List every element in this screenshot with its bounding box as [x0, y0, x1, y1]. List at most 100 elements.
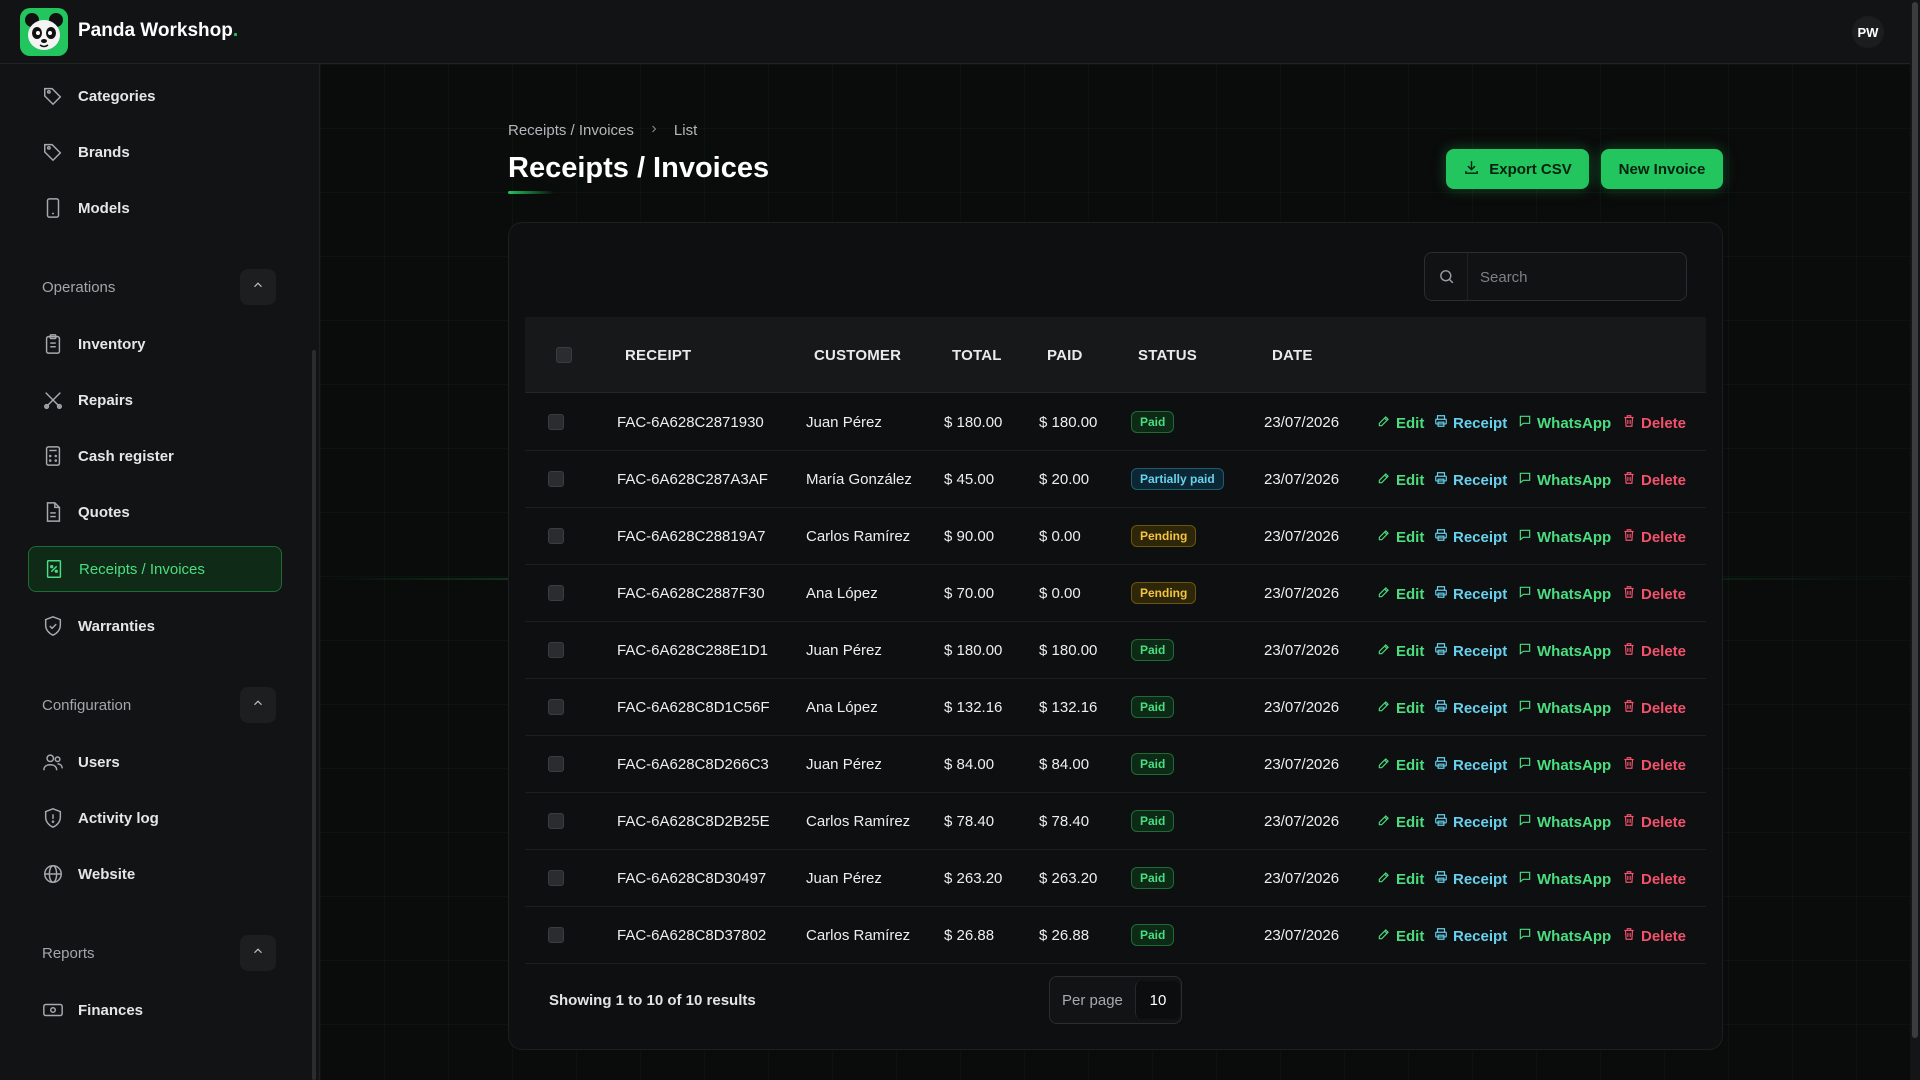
page-scrollbar-thumb[interactable]: [1912, 2, 1918, 1038]
pencil-icon: [1377, 528, 1396, 546]
cell-total: $ 263.20: [944, 870, 1003, 887]
receipt-button[interactable]: Receipt: [1434, 927, 1507, 945]
whatsapp-button[interactable]: WhatsApp: [1518, 870, 1611, 888]
edit-button[interactable]: Edit: [1377, 699, 1424, 717]
collapse-operations-button[interactable]: [240, 269, 276, 305]
row-checkbox[interactable]: [548, 414, 564, 430]
receipt-button[interactable]: Receipt: [1434, 642, 1507, 660]
receipt-label: Receipt: [1453, 642, 1508, 660]
receipt-button[interactable]: Receipt: [1434, 699, 1507, 717]
receipt-label: Receipt: [1453, 756, 1508, 774]
calculator-icon: [42, 445, 64, 467]
delete-button[interactable]: Delete: [1622, 471, 1686, 489]
column-header-date[interactable]: DATE: [1272, 347, 1313, 364]
sidebar-item-models[interactable]: Models: [28, 185, 282, 231]
receipt-icon: [43, 558, 65, 580]
column-header-paid[interactable]: PAID: [1047, 347, 1083, 364]
delete-button[interactable]: Delete: [1622, 414, 1686, 432]
edit-button[interactable]: Edit: [1377, 927, 1424, 945]
select-all-checkbox[interactable]: [556, 347, 572, 363]
edit-button[interactable]: Edit: [1377, 642, 1424, 660]
new-invoice-button[interactable]: New Invoice: [1601, 149, 1723, 189]
message-icon: [1518, 471, 1537, 489]
receipt-button[interactable]: Receipt: [1434, 585, 1507, 603]
edit-button[interactable]: Edit: [1377, 585, 1424, 603]
shield-alert-icon: [42, 807, 64, 829]
avatar[interactable]: PW: [1852, 16, 1884, 48]
panda-logo-icon[interactable]: [20, 8, 68, 56]
receipt-button[interactable]: Receipt: [1434, 756, 1507, 774]
whatsapp-button[interactable]: WhatsApp: [1518, 927, 1611, 945]
row-checkbox[interactable]: [548, 699, 564, 715]
row-checkbox[interactable]: [548, 585, 564, 601]
chevron-up-icon: [251, 278, 265, 297]
sidebar-item-warranties[interactable]: Warranties: [28, 603, 282, 649]
delete-button[interactable]: Delete: [1622, 813, 1686, 831]
sidebar-item-activity-log[interactable]: Activity log: [28, 795, 282, 841]
sidebar-item-receipts-invoices[interactable]: Receipts / Invoices: [28, 546, 282, 592]
whatsapp-button[interactable]: WhatsApp: [1518, 471, 1611, 489]
sidebar-item-repairs[interactable]: Repairs: [28, 377, 282, 423]
row-checkbox[interactable]: [548, 642, 564, 658]
search-input[interactable]: [1468, 253, 1696, 302]
row-checkbox[interactable]: [548, 471, 564, 487]
whatsapp-button[interactable]: WhatsApp: [1518, 642, 1611, 660]
new-invoice-label: New Invoice: [1618, 160, 1706, 178]
edit-button[interactable]: Edit: [1377, 813, 1424, 831]
receipt-button[interactable]: Receipt: [1434, 870, 1507, 888]
whatsapp-button[interactable]: WhatsApp: [1518, 414, 1611, 432]
collapse-configuration-button[interactable]: [240, 687, 276, 723]
sidebar-item-quotes[interactable]: Quotes: [28, 489, 282, 535]
edit-button[interactable]: Edit: [1377, 870, 1424, 888]
column-header-total[interactable]: TOTAL: [952, 347, 1002, 364]
whatsapp-button[interactable]: WhatsApp: [1518, 699, 1611, 717]
download-icon: [1463, 159, 1489, 180]
sidebar-item-cash-register[interactable]: Cash register: [28, 433, 282, 479]
delete-button[interactable]: Delete: [1622, 585, 1686, 603]
per-page-value[interactable]: 10: [1135, 981, 1180, 1019]
delete-button[interactable]: Delete: [1622, 528, 1686, 546]
row-checkbox[interactable]: [548, 528, 564, 544]
edit-button[interactable]: Edit: [1377, 471, 1424, 489]
sidebar-scrollbar[interactable]: [312, 350, 316, 1080]
delete-button[interactable]: Delete: [1622, 699, 1686, 717]
column-header-status[interactable]: STATUS: [1138, 347, 1197, 364]
column-header-receipt[interactable]: RECEIPT: [625, 347, 692, 364]
whatsapp-button[interactable]: WhatsApp: [1518, 528, 1611, 546]
delete-button[interactable]: Delete: [1622, 870, 1686, 888]
sidebar-item-brands[interactable]: Brands: [28, 129, 282, 175]
receipt-button[interactable]: Receipt: [1434, 414, 1507, 432]
delete-button[interactable]: Delete: [1622, 756, 1686, 774]
brand-name[interactable]: Panda Workshop.: [78, 20, 238, 42]
edit-button[interactable]: Edit: [1377, 414, 1424, 432]
row-checkbox[interactable]: [548, 927, 564, 943]
sidebar-item-inventory[interactable]: Inventory: [28, 321, 282, 367]
sidebar-item-categories[interactable]: Categories: [28, 73, 282, 119]
collapse-reports-button[interactable]: [240, 935, 276, 971]
tag-icon: [42, 85, 64, 107]
receipt-button[interactable]: Receipt: [1434, 528, 1507, 546]
chevron-up-icon: [251, 696, 265, 715]
receipt-button[interactable]: Receipt: [1434, 813, 1507, 831]
top-bar: Panda Workshop. PW: [0, 0, 1920, 64]
edit-button[interactable]: Edit: [1377, 756, 1424, 774]
per-page-select[interactable]: Per page 10: [1049, 976, 1182, 1024]
row-checkbox[interactable]: [548, 813, 564, 829]
whatsapp-button[interactable]: WhatsApp: [1518, 585, 1611, 603]
column-header-customer[interactable]: CUSTOMER: [814, 347, 902, 364]
whatsapp-button[interactable]: WhatsApp: [1518, 756, 1611, 774]
row-checkbox[interactable]: [548, 870, 564, 886]
export-csv-button[interactable]: Export CSV: [1446, 149, 1589, 189]
status-badge: Paid: [1131, 867, 1175, 889]
page-scrollbar[interactable]: [1910, 0, 1920, 1080]
row-checkbox[interactable]: [548, 756, 564, 772]
delete-button[interactable]: Delete: [1622, 642, 1686, 660]
delete-button[interactable]: Delete: [1622, 927, 1686, 945]
whatsapp-button[interactable]: WhatsApp: [1518, 813, 1611, 831]
receipt-button[interactable]: Receipt: [1434, 471, 1507, 489]
sidebar-item-website[interactable]: Website: [28, 851, 282, 897]
breadcrumb-parent-link[interactable]: Receipts / Invoices: [508, 122, 634, 139]
sidebar-item-finances[interactable]: Finances: [28, 987, 282, 1033]
edit-button[interactable]: Edit: [1377, 528, 1424, 546]
sidebar-item-users[interactable]: Users: [28, 739, 282, 785]
